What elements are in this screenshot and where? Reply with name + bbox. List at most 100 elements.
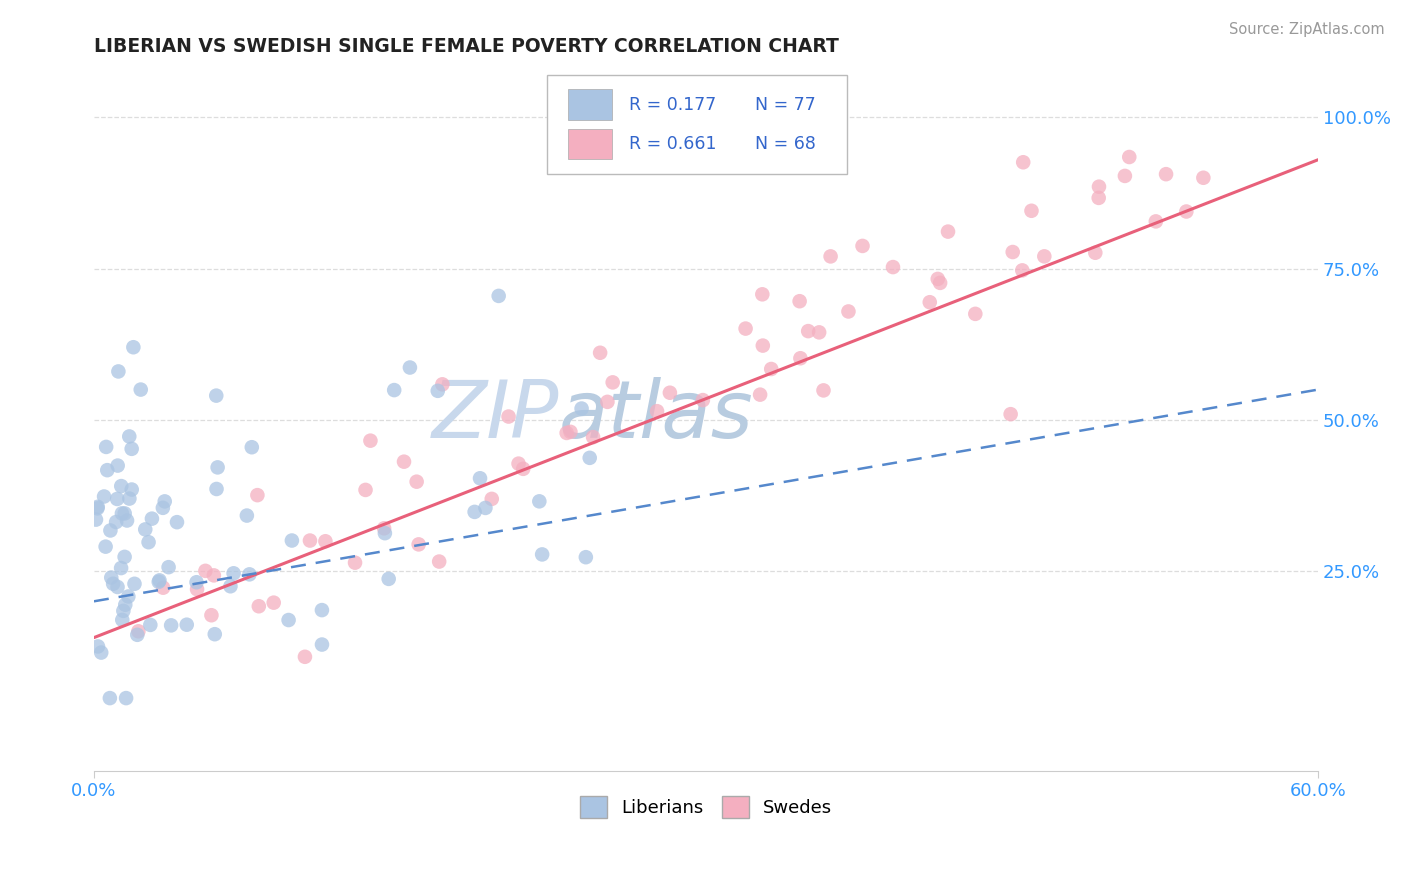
Point xyxy=(166,515,188,529)
Point xyxy=(205,389,228,403)
Point xyxy=(141,511,163,525)
Point xyxy=(124,576,146,591)
Point xyxy=(575,550,598,565)
Point xyxy=(246,488,269,502)
Text: LIBERIAN VS SWEDISH SINGLE FEMALE POVERTY CORRELATION CHART: LIBERIAN VS SWEDISH SINGLE FEMALE POVERT… xyxy=(94,37,839,56)
Point xyxy=(247,599,270,614)
Point xyxy=(311,603,333,617)
Point xyxy=(464,505,486,519)
Point xyxy=(148,574,170,589)
Point xyxy=(148,574,170,588)
Point xyxy=(240,440,263,454)
Point xyxy=(139,618,162,632)
Point xyxy=(236,508,259,523)
Point xyxy=(481,491,503,506)
Point xyxy=(813,384,835,398)
Point xyxy=(427,555,450,569)
Point xyxy=(498,409,520,424)
Text: R = 0.177: R = 0.177 xyxy=(628,95,716,114)
Point xyxy=(582,430,605,444)
Point xyxy=(96,440,118,454)
Point xyxy=(153,494,176,508)
Point xyxy=(122,340,145,354)
Point xyxy=(529,494,551,508)
Point xyxy=(112,604,135,618)
Point xyxy=(1012,155,1035,169)
Point xyxy=(602,376,624,390)
Point xyxy=(749,387,772,401)
Point xyxy=(789,294,811,309)
Point xyxy=(408,537,430,551)
Point xyxy=(110,561,132,575)
Point xyxy=(118,429,141,443)
Point xyxy=(1114,169,1136,183)
Point xyxy=(820,249,842,263)
Text: R = 0.661: R = 0.661 xyxy=(628,135,717,153)
Text: N = 77: N = 77 xyxy=(755,95,815,114)
Point xyxy=(194,564,217,578)
Point xyxy=(797,324,820,338)
Point xyxy=(555,425,578,440)
Point xyxy=(1001,245,1024,260)
Point xyxy=(186,575,208,590)
Point xyxy=(111,507,134,521)
Point xyxy=(474,500,496,515)
Point xyxy=(222,566,245,581)
Point xyxy=(1118,150,1140,164)
Point xyxy=(121,483,143,497)
Point xyxy=(110,479,132,493)
Point xyxy=(1087,191,1109,205)
Point xyxy=(176,617,198,632)
Point xyxy=(531,548,554,562)
Point xyxy=(927,272,949,286)
Point xyxy=(1033,249,1056,263)
Point xyxy=(152,581,174,595)
Point xyxy=(105,515,128,529)
Point xyxy=(127,628,149,642)
Point xyxy=(94,540,117,554)
Point xyxy=(1175,204,1198,219)
FancyBboxPatch shape xyxy=(547,75,846,174)
Point xyxy=(118,491,141,506)
Point xyxy=(277,613,299,627)
Point xyxy=(200,608,222,623)
Point xyxy=(399,360,422,375)
Point xyxy=(314,534,336,549)
Point xyxy=(377,572,399,586)
Point xyxy=(86,501,108,516)
Point xyxy=(578,450,600,465)
Point xyxy=(127,624,149,639)
Point xyxy=(1144,214,1167,228)
Point xyxy=(111,613,134,627)
Point xyxy=(93,490,115,504)
Point xyxy=(751,287,773,301)
Point xyxy=(87,500,110,514)
Point xyxy=(936,225,959,239)
Point xyxy=(1084,245,1107,260)
Point xyxy=(354,483,377,497)
Point xyxy=(100,570,122,584)
Point xyxy=(512,462,534,476)
Text: Source: ZipAtlas.com: Source: ZipAtlas.com xyxy=(1229,22,1385,37)
Point xyxy=(432,377,454,392)
Point xyxy=(468,471,491,485)
Point xyxy=(405,475,427,489)
Point xyxy=(851,239,873,253)
Point xyxy=(311,638,333,652)
Point xyxy=(298,533,321,548)
Point xyxy=(205,482,228,496)
Point xyxy=(115,691,138,706)
Text: N = 68: N = 68 xyxy=(755,135,815,153)
Point xyxy=(294,649,316,664)
Point xyxy=(114,549,136,564)
Point xyxy=(115,514,138,528)
Point xyxy=(107,580,129,594)
Point xyxy=(238,567,260,582)
Point xyxy=(219,579,242,593)
Point xyxy=(114,598,136,612)
Point xyxy=(761,362,783,376)
Point xyxy=(263,596,285,610)
Point xyxy=(645,404,668,418)
Point xyxy=(138,535,160,549)
Point xyxy=(373,521,395,535)
